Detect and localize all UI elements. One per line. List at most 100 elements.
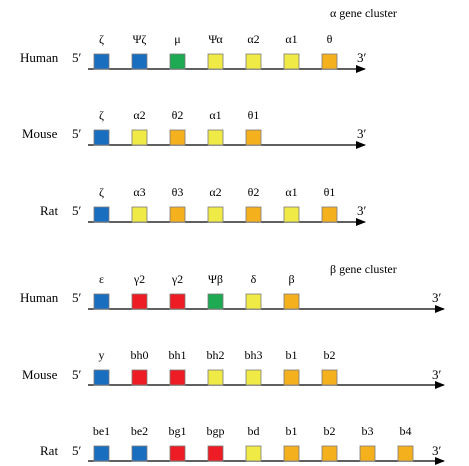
gene-box <box>283 445 300 462</box>
gene-label: θ3 <box>172 185 184 199</box>
gene-label: δ <box>251 272 257 286</box>
gene-label: b2 <box>324 424 336 438</box>
gene-label: bg1 <box>169 424 187 438</box>
gene-label: ζ <box>99 32 104 46</box>
gene-label: b1 <box>286 348 298 362</box>
gene-label: θ1 <box>324 185 336 199</box>
three-prime-label: 3′ <box>357 50 367 65</box>
gene-box <box>207 293 224 310</box>
gene-label: θ <box>327 32 333 46</box>
gene-box <box>321 369 338 386</box>
gene-box <box>93 445 110 462</box>
gene-label: Ψβ <box>208 272 223 286</box>
gene-label: be2 <box>131 424 148 438</box>
gene-box <box>169 206 186 223</box>
gene-label: bh2 <box>207 348 225 362</box>
species-label-alpha-rat: Rat <box>40 203 58 218</box>
five-prime-label: 5′ <box>72 443 82 458</box>
gene-box <box>283 369 300 386</box>
gene-box <box>131 445 148 462</box>
gene-box <box>283 293 300 310</box>
gene-box <box>93 369 110 386</box>
gene-box <box>321 53 338 70</box>
gene-box <box>397 445 414 462</box>
gene-box <box>169 293 186 310</box>
gene-label: bh1 <box>169 348 187 362</box>
three-prime-label: 3′ <box>357 126 367 141</box>
gene-label: ζ <box>99 185 104 199</box>
three-prime-label: 3′ <box>432 290 442 305</box>
gene-box <box>169 129 186 146</box>
three-prime-label: 3′ <box>357 203 367 218</box>
species-label-alpha-mouse: Mouse <box>22 126 58 141</box>
gene-label: γ2 <box>133 272 145 286</box>
gene-box <box>169 53 186 70</box>
gene-label: be1 <box>93 424 110 438</box>
beta-cluster-title: β gene cluster <box>330 262 397 276</box>
gene-boxes-layer: ζ Ψζ μ Ψα α2 α1 θ ζ α2 θ2 α1 θ1 ζ α3 θ3 α2 θ2 α1 θ1 ε γ2 γ2 Ψβ… <box>93 32 414 462</box>
gene-box <box>169 369 186 386</box>
gene-label: α1 <box>209 108 221 122</box>
gene-label: γ2 <box>171 272 183 286</box>
gene-label: b2 <box>324 348 336 362</box>
species-label-beta-mouse: Mouse <box>22 367 58 382</box>
gene-box <box>283 206 300 223</box>
gene-box <box>283 53 300 70</box>
gene-label: Ψζ <box>133 32 147 46</box>
gene-box <box>321 206 338 223</box>
gene-label: b4 <box>400 424 412 438</box>
gene-box <box>93 293 110 310</box>
gene-label: α3 <box>133 185 145 199</box>
gene-label: b3 <box>362 424 374 438</box>
gene-box <box>321 445 338 462</box>
five-prime-label: 5′ <box>72 50 82 65</box>
gene-label: θ2 <box>172 108 184 122</box>
gene-label: α2 <box>247 32 259 46</box>
gene-box <box>245 53 262 70</box>
three-prime-label: 3′ <box>432 443 442 458</box>
gene-box <box>245 293 262 310</box>
gene-label: bh3 <box>245 348 263 362</box>
species-label-beta-human: Human <box>20 290 59 305</box>
gene-label: α1 <box>285 185 297 199</box>
gene-label: bgp <box>207 424 225 438</box>
gene-box <box>131 206 148 223</box>
gene-box <box>93 206 110 223</box>
gene-label: α2 <box>133 108 145 122</box>
three-prime-label: 3′ <box>432 367 442 382</box>
gene-label: bh0 <box>131 348 149 362</box>
gene-label: ζ <box>99 108 104 122</box>
gene-box <box>245 206 262 223</box>
gene-box <box>93 129 110 146</box>
gene-box <box>131 293 148 310</box>
gene-box <box>131 53 148 70</box>
gene-box <box>245 129 262 146</box>
gene-label: θ1 <box>248 108 260 122</box>
gene-label: α2 <box>209 185 221 199</box>
gene-label: ε <box>99 272 104 286</box>
gene-label: α1 <box>285 32 297 46</box>
gene-label: μ <box>174 32 180 46</box>
gene-label: y <box>99 348 105 362</box>
gene-label: β <box>288 272 294 286</box>
gene-box <box>207 445 224 462</box>
gene-box <box>207 53 224 70</box>
species-label-beta-rat: Rat <box>40 443 58 458</box>
alpha-cluster-title: α gene cluster <box>330 6 397 20</box>
gene-box <box>93 53 110 70</box>
gene-box <box>207 206 224 223</box>
gene-box <box>207 129 224 146</box>
five-prime-label: 5′ <box>72 367 82 382</box>
gene-label: b1 <box>286 424 298 438</box>
gene-box <box>169 445 186 462</box>
gene-box <box>207 369 224 386</box>
five-prime-label: 5′ <box>72 203 82 218</box>
gene-box <box>245 369 262 386</box>
five-prime-label: 5′ <box>72 126 82 141</box>
gene-label: Ψα <box>208 32 223 46</box>
gene-box <box>131 369 148 386</box>
gene-label: θ2 <box>248 185 260 199</box>
species-label-alpha-human: Human <box>20 50 59 65</box>
gene-box <box>245 445 262 462</box>
